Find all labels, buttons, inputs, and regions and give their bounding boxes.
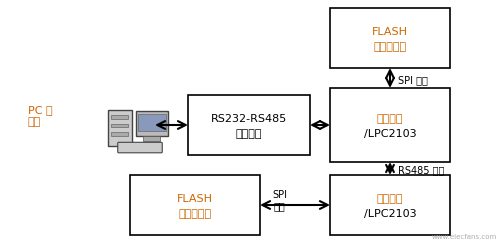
- Text: www.elecfans.com: www.elecfans.com: [431, 234, 496, 240]
- Text: FLASH: FLASH: [371, 27, 407, 37]
- Text: 存储器模块: 存储器模块: [373, 42, 406, 52]
- Text: /LPC2103: /LPC2103: [363, 129, 415, 139]
- Text: /LPC2103: /LPC2103: [363, 209, 415, 219]
- Text: RS485 通讯: RS485 通讯: [397, 165, 443, 175]
- Text: PC 上
位机: PC 上 位机: [28, 105, 53, 127]
- Bar: [135, 111, 168, 136]
- Text: FLASH: FLASH: [177, 194, 212, 204]
- Text: 主站模块: 主站模块: [376, 114, 402, 124]
- Bar: [138, 113, 165, 131]
- Text: 转换电路: 转换电路: [235, 129, 262, 139]
- Bar: [329, 8, 449, 68]
- Text: SPI 通讯: SPI 通讯: [397, 75, 427, 85]
- Text: RS232-RS485: RS232-RS485: [210, 114, 287, 124]
- Bar: [329, 88, 449, 162]
- Bar: [130, 175, 260, 235]
- Bar: [188, 95, 310, 155]
- Bar: [111, 132, 128, 136]
- Bar: [111, 115, 128, 119]
- Text: SPI
通讯: SPI 通讯: [272, 190, 287, 212]
- Bar: [108, 110, 131, 146]
- Bar: [329, 175, 449, 235]
- Text: 存储器模块: 存储器模块: [178, 209, 211, 219]
- FancyBboxPatch shape: [118, 142, 162, 153]
- Bar: [111, 124, 128, 127]
- Bar: [143, 136, 160, 141]
- Text: 从站模块: 从站模块: [376, 194, 402, 204]
